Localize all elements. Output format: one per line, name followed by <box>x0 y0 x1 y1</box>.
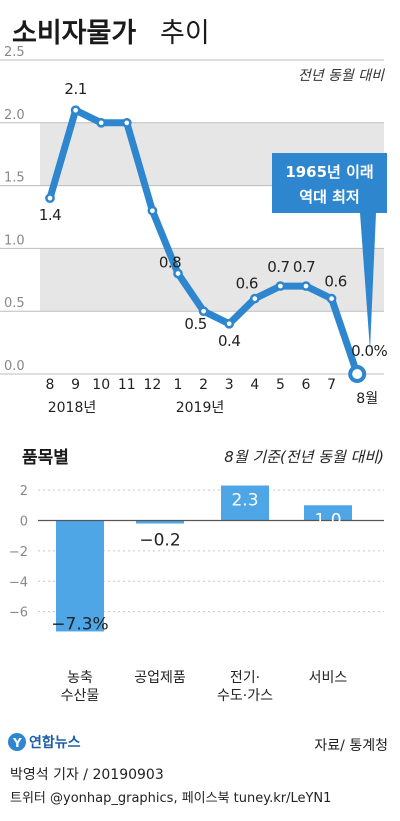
logo-text: 연합뉴스 <box>29 734 81 751</box>
callout-pointer <box>360 213 376 350</box>
x-tick-label: 10 <box>92 377 110 393</box>
bar-y-tick-label: −6 <box>9 606 28 621</box>
source-label: 자료/ 통계청 <box>314 738 388 754</box>
line-data-label: 1.4 <box>39 206 61 224</box>
grid-band <box>40 248 384 312</box>
line-point <box>45 193 55 204</box>
line-point <box>96 117 107 128</box>
callout-line-1: 1965년 이래 <box>285 163 373 181</box>
bar-data-labels: −7.3% −0.2 2.3 1.0 <box>51 491 341 635</box>
bar <box>56 520 104 632</box>
x-tick-label: 6 <box>302 377 311 393</box>
x-tick-label: 8 <box>46 377 55 393</box>
y-tick-label: 1.5 <box>4 171 25 186</box>
line-data-label: 0.6 <box>324 273 346 291</box>
line-point <box>301 281 311 291</box>
line-point <box>249 293 260 304</box>
x-tick-label: 2 <box>199 377 208 393</box>
line-point <box>224 318 235 329</box>
bar-category-label: 수산물 <box>61 688 100 704</box>
y-tick-label: 1.0 <box>4 233 25 248</box>
line-point <box>326 293 337 304</box>
bar-y-tick-label: 0 <box>20 514 28 529</box>
line-chart: 0.0 0.5 1.0 1.5 2.0 2.5 전년 동월 대비 1.4 2.1 0.8 0.5… <box>0 45 388 416</box>
title-bold: 소비자물가 <box>12 18 136 49</box>
bar-category-label: 농축 <box>67 670 93 686</box>
line-point <box>70 105 81 116</box>
x-tick-label: 5 <box>276 377 285 393</box>
line-data-label: 0.7 <box>293 258 315 276</box>
logo-glyph: Y <box>12 736 22 750</box>
x-tick-label: 4 <box>250 377 259 393</box>
line-chart-note: 전년 동월 대비 <box>298 68 385 84</box>
x-tick-label: 7 <box>327 377 336 393</box>
credit-line-1: 박영석 기자 / 20190903 <box>10 767 164 783</box>
title-light: 추이 <box>160 18 210 49</box>
bar-y-tick-label: 2 <box>20 484 28 499</box>
bar-y-tick-label: −2 <box>9 545 28 560</box>
line-data-label: 0.7 <box>267 258 289 276</box>
bar-chart: 품목별 8월 기준(전년 동월 대비) 2 0 −2 −4 −6 −7.3% −0.2 2.… <box>9 448 384 704</box>
line-data-labels: 1.4 2.1 0.8 0.5 0.4 0.6 0.7 0.7 0.6 0.0% <box>39 80 388 360</box>
bar-series <box>56 485 352 632</box>
y-tick-label: 2.0 <box>4 108 25 123</box>
bar <box>136 520 184 524</box>
bar <box>304 505 352 521</box>
bar-chart-note: 8월 기준(전년 동월 대비) <box>224 448 384 466</box>
line-data-label: 0.4 <box>218 332 240 350</box>
bar-data-label: −0.2 <box>139 531 180 551</box>
line-point <box>348 365 367 383</box>
credit-line-2: 트위터 @yonhap_graphics, 페이스북 tuney.kr/LeYN… <box>10 791 331 806</box>
callout: 1965년 이래 역대 최저 <box>272 153 387 350</box>
line-point <box>198 306 209 317</box>
line-point <box>173 268 183 279</box>
year-label: 2019년 <box>176 400 225 416</box>
x-tick-label: 12 <box>143 377 161 393</box>
line-data-label: 0.6 <box>236 275 258 293</box>
yonhap-logo: Y 연합뉴스 <box>8 733 81 751</box>
x-tick-label: 8월 <box>356 391 378 407</box>
x-tick-label: 3 <box>225 377 234 393</box>
bar-y-ticks: 2 0 −2 −4 −6 <box>9 484 384 621</box>
line-point <box>121 117 132 128</box>
bar <box>221 485 269 521</box>
year-label: 2018년 <box>48 400 97 416</box>
callout-box <box>272 153 387 213</box>
x-tick-label: 9 <box>71 377 80 393</box>
x-tick-label: 11 <box>118 377 136 393</box>
bar-data-label: 2.3 <box>231 491 258 511</box>
bar-category-label: 전기· <box>230 670 260 686</box>
bar-y-tick-label: −4 <box>9 575 28 590</box>
bar-category-label: 공업제품 <box>134 670 186 686</box>
callout-line-2: 역대 최저 <box>299 188 359 206</box>
y-tick-label: 2.5 <box>4 45 25 60</box>
line-point <box>147 205 158 216</box>
bar-chart-title: 품목별 <box>22 448 69 468</box>
line-data-label: 2.1 <box>64 80 86 98</box>
y-tick-label: 0.5 <box>4 296 25 311</box>
line-y-ticks: 0.0 0.5 1.0 1.5 2.0 2.5 <box>4 45 25 374</box>
y-tick-label: 0.0 <box>4 359 25 374</box>
bar-category-label: 서비스 <box>309 670 348 686</box>
x-tick-label: 1 <box>174 377 183 393</box>
line-points <box>45 105 367 383</box>
line-data-label: 0.5 <box>184 315 206 333</box>
line-data-label: 0.0% <box>351 342 387 360</box>
footer: Y 연합뉴스 자료/ 통계청 박영석 기자 / 20190903 트위터 @yo… <box>8 733 388 806</box>
line-point <box>275 281 286 291</box>
page-title: 소비자물가 추이 <box>12 18 210 49</box>
bar-category-label: 수도·가스 <box>217 688 273 704</box>
line-data-label: 0.8 <box>159 254 181 272</box>
bar-data-label: 1.0 <box>314 510 341 530</box>
logo-icon <box>8 733 26 751</box>
bar-data-label: −7.3% <box>51 614 108 634</box>
